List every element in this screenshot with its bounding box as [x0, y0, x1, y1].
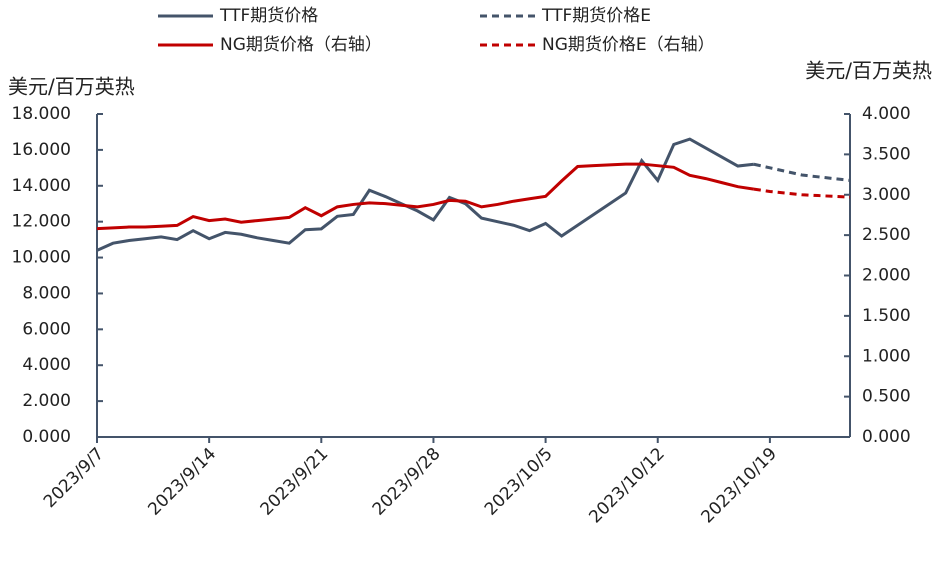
legend-label: NG期货价格E（右轴）	[542, 35, 715, 55]
y-tick-label: 12.000	[12, 212, 71, 232]
x-tick-label: 2023/9/28	[369, 444, 445, 520]
line-series	[753, 187, 851, 199]
y-tick-label: 16.000	[12, 140, 71, 160]
x-tick-label: 2023/10/19	[698, 444, 781, 527]
x-tick-label: 2023/9/21	[257, 444, 333, 520]
y-tick-label: 4.000	[22, 355, 71, 375]
y-tick-label: 6.000	[22, 319, 71, 339]
y-tick-label: 8.000	[22, 283, 71, 303]
line-series	[96, 137, 755, 252]
x-tick-label: 2023/9/7	[40, 444, 108, 512]
x-tick-label: 2023/9/14	[144, 444, 220, 520]
line-series	[96, 162, 755, 231]
y-tick-label: 10.000	[12, 248, 71, 268]
y2-tick-label: 0.500	[862, 387, 911, 407]
legend-label: TTF期货价格E	[541, 6, 651, 26]
y2-tick-label: 2.000	[862, 266, 911, 286]
y2-tick-label: 3.500	[862, 144, 911, 164]
y-tick-label: 14.000	[12, 176, 71, 196]
y2-tick-label: 3.000	[862, 185, 911, 205]
y2-tick-label: 1.500	[862, 306, 911, 326]
y-axis-title: 美元/百万英热	[8, 75, 135, 99]
y2-tick-label: 0.000	[862, 427, 911, 447]
y-tick-label: 2.000	[22, 391, 71, 411]
x-tick-label: 2023/10/5	[481, 444, 557, 520]
y2-axis-title: 美元/百万英热	[805, 59, 932, 83]
y-tick-label: 0.000	[22, 427, 71, 447]
legend-label: TTF期货价格	[219, 6, 318, 26]
x-tick-label: 2023/10/12	[585, 444, 668, 527]
y-tick-label: 18.000	[12, 104, 71, 124]
line-series	[753, 162, 851, 182]
y2-tick-label: 4.000	[862, 104, 911, 124]
y2-tick-label: 2.500	[862, 225, 911, 245]
legend-label: NG期货价格（右轴）	[220, 35, 382, 55]
y2-tick-label: 1.000	[862, 346, 911, 366]
